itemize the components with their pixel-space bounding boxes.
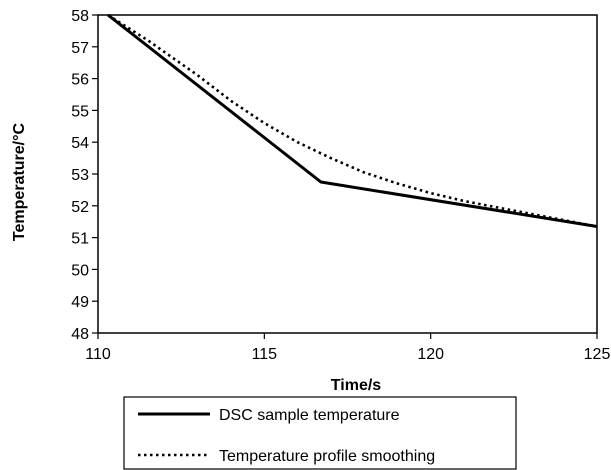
- legend-label-dsc: DSC sample temperature: [219, 407, 400, 424]
- y-axis-title: Temperature/°C: [11, 122, 28, 241]
- y-tick-label: 58: [71, 8, 89, 25]
- legend: DSC sample temperature Temperature profi…: [123, 396, 517, 470]
- legend-label-smoothing: Temperature profile smoothing: [219, 448, 435, 465]
- y-tick-label: 49: [71, 294, 89, 311]
- y-axis-ticks: 48 49 50 51 52 53 54 55 56 57 58: [71, 8, 98, 343]
- y-tick-label: 53: [71, 167, 89, 184]
- x-tick-label: 110: [85, 346, 111, 363]
- y-tick-label: 48: [71, 326, 89, 343]
- x-axis-ticks: 110 115 120 125: [85, 333, 610, 363]
- y-tick-label: 50: [71, 262, 89, 279]
- series-line-smoothing: [107, 13, 598, 228]
- y-tick-label: 51: [71, 231, 89, 248]
- legend-box: [123, 396, 517, 470]
- y-tick-label: 52: [71, 199, 89, 216]
- y-tick-label: 57: [71, 40, 89, 57]
- x-tick-label: 115: [252, 346, 278, 363]
- series-lines: [107, 13, 598, 228]
- x-tick-label: 120: [417, 346, 444, 363]
- y-tick-label: 54: [71, 135, 89, 152]
- plot-area-frame: [97, 14, 598, 334]
- series-line-dsc: [107, 13, 598, 228]
- y-tick-label: 55: [71, 103, 89, 120]
- y-tick-label: 56: [71, 72, 89, 89]
- x-axis-title: Time/s: [331, 377, 382, 394]
- x-tick-label: 125: [584, 346, 611, 363]
